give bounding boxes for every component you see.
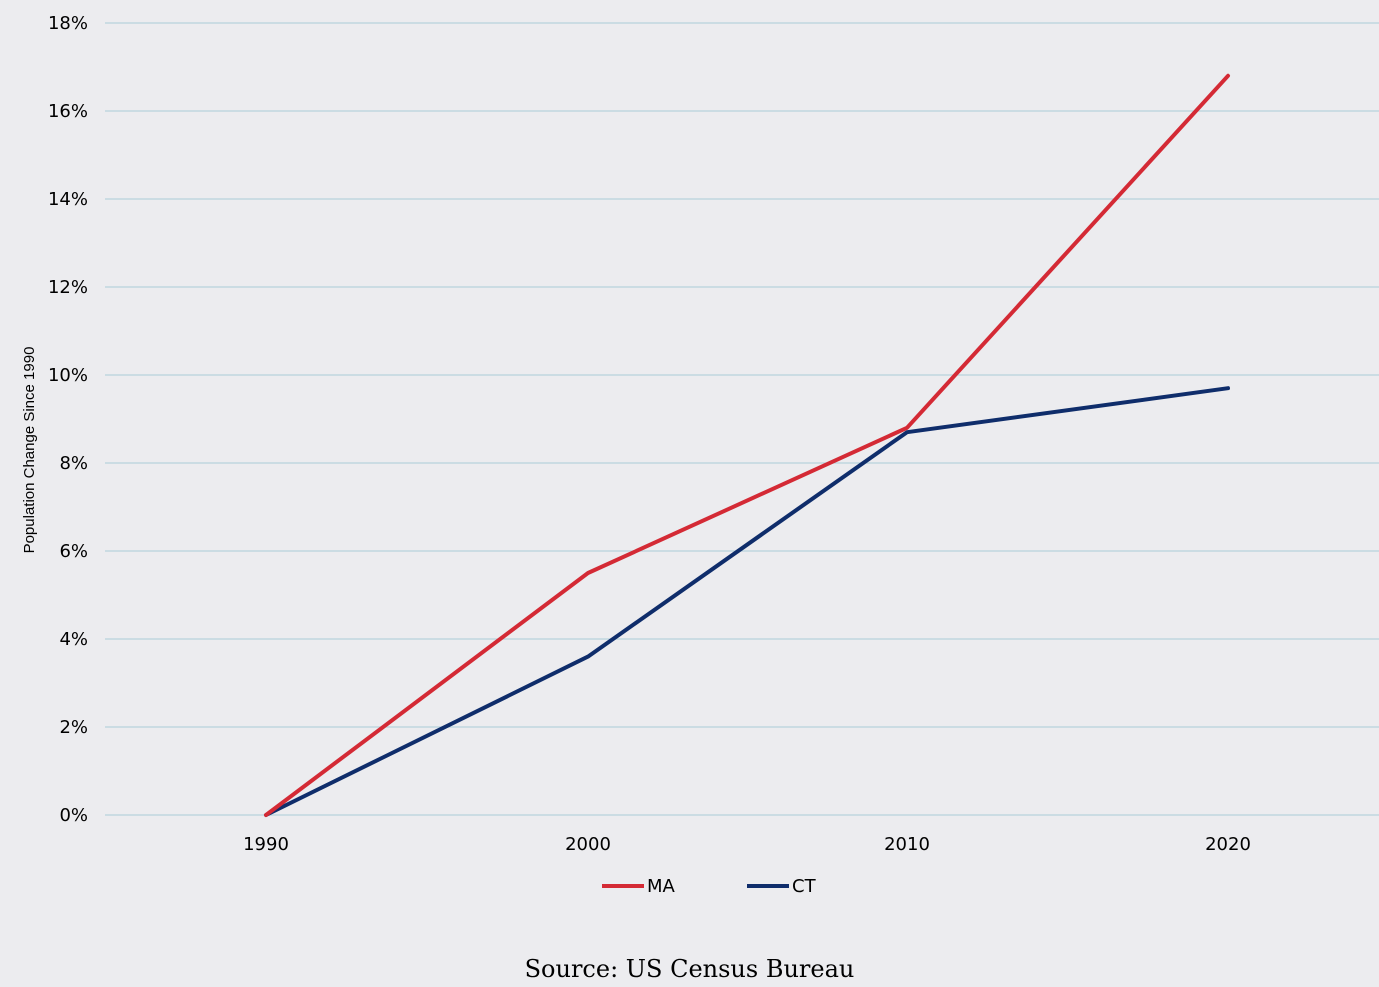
legend-label-ct: CT [792, 876, 817, 897]
gridlines [105, 22, 1379, 816]
y-tick-label: 18% [48, 13, 88, 34]
y-tick-label: 12% [48, 277, 88, 298]
legend: MA CT [602, 876, 817, 897]
y-tick-label: 0% [59, 805, 88, 826]
x-tick-label: 1990 [243, 834, 289, 855]
y-tick-label: 4% [59, 629, 88, 650]
x-axis-ticks: 1990 2000 2010 2020 [243, 834, 1251, 855]
series-lines [264, 73, 1230, 817]
legend-label-ma: MA [647, 876, 676, 897]
x-tick-label: 2010 [884, 834, 930, 855]
y-tick-label: 14% [48, 189, 88, 210]
x-tick-label: 2020 [1205, 834, 1251, 855]
x-tick-label: 2000 [565, 834, 611, 855]
y-tick-label: 10% [48, 365, 88, 386]
y-axis-label: Population Change Since 1990 [21, 347, 38, 554]
y-tick-label: 2% [59, 717, 88, 738]
source-note: Source: US Census Bureau [524, 955, 855, 983]
y-tick-label: 6% [59, 541, 88, 562]
y-axis-ticks: 0% 2% 4% 6% 8% 10% 12% 14% 16% 18% [48, 13, 88, 826]
y-tick-label: 8% [59, 453, 88, 474]
series-line-ct [264, 386, 1230, 817]
y-tick-label: 16% [48, 101, 88, 122]
series-line-ma [264, 73, 1230, 817]
